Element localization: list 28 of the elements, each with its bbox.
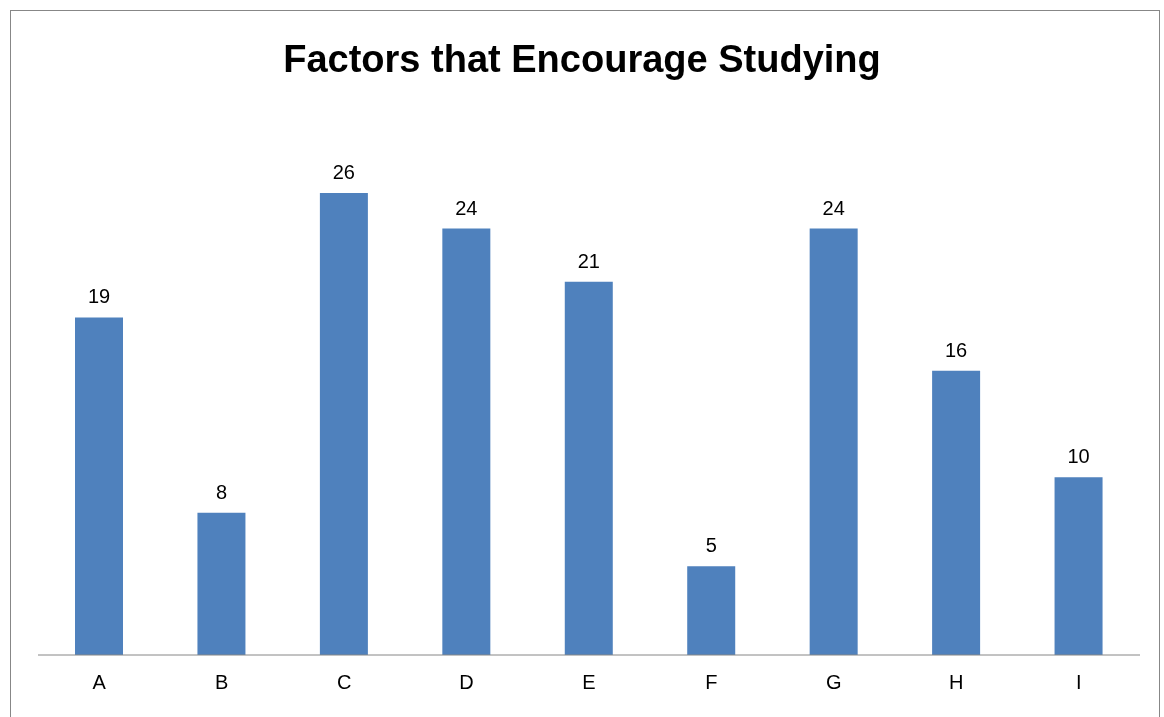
data-label: 21 <box>577 249 600 272</box>
bar <box>197 512 246 655</box>
bar <box>75 317 123 655</box>
bar <box>809 228 858 655</box>
data-label: 24 <box>455 196 478 219</box>
bar <box>932 370 981 655</box>
data-label: 24 <box>822 196 845 219</box>
x-tick-label: I <box>1076 671 1082 694</box>
x-tick-label: E <box>582 671 596 694</box>
bar <box>442 228 491 655</box>
x-tick-label: F <box>705 671 718 694</box>
bar <box>564 281 613 655</box>
x-tick-label: H <box>949 671 964 694</box>
bar <box>687 566 736 655</box>
data-label: 5 <box>705 534 717 557</box>
data-label: 8 <box>215 480 228 503</box>
data-label: 16 <box>944 338 968 361</box>
x-tick-label: A <box>92 671 107 694</box>
bar <box>1054 477 1103 655</box>
chart-title: Factors that Encourage Studying <box>282 38 882 81</box>
x-tick-label: D <box>459 671 474 694</box>
data-label: 10 <box>1067 445 1090 468</box>
x-tick-label: C <box>336 671 352 694</box>
data-label: 26 <box>332 161 356 183</box>
data-label: 19 <box>87 285 111 308</box>
x-tick-label: B <box>214 671 229 694</box>
x-tick-label: G <box>826 671 842 694</box>
bar <box>319 193 368 655</box>
